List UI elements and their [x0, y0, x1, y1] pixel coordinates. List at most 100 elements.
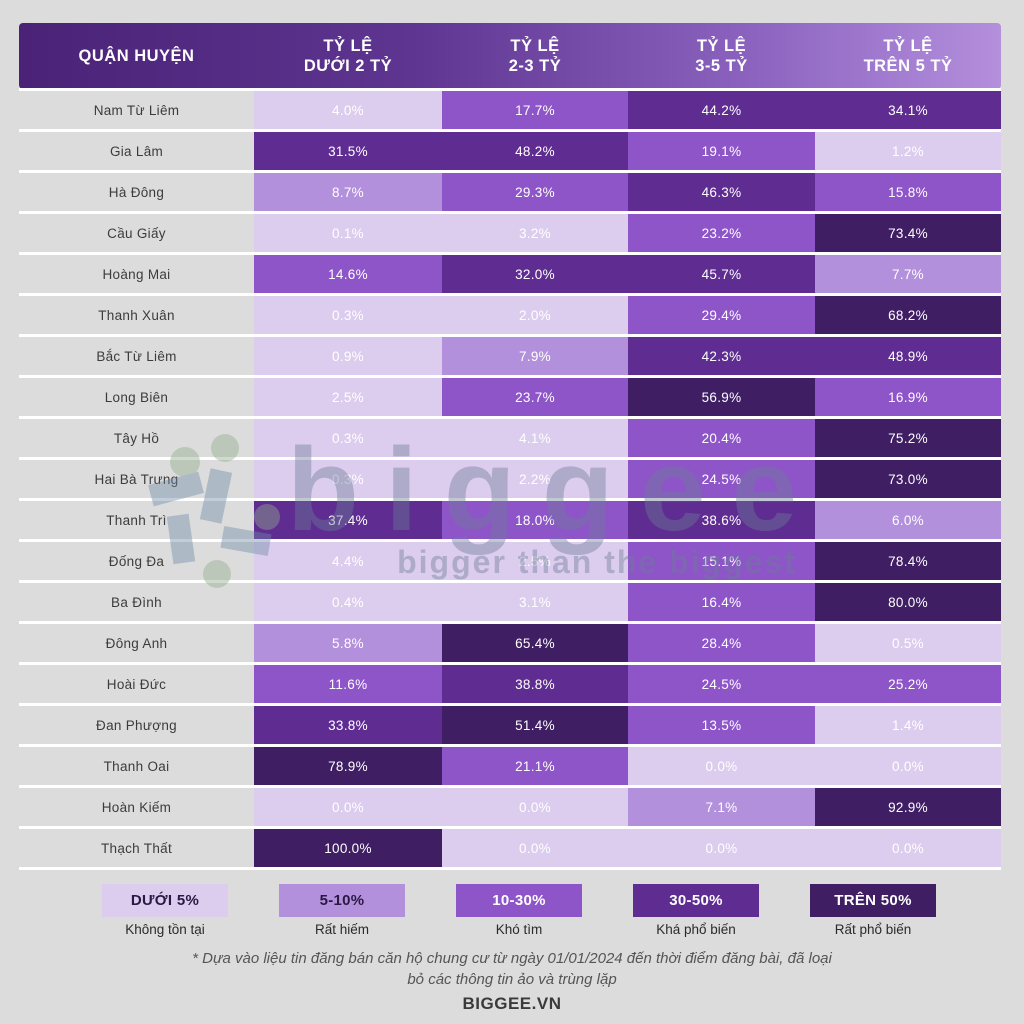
table-cell: 73.0%: [815, 460, 1001, 498]
table-cell: 4.1%: [442, 419, 628, 457]
district-name: Thanh Xuân: [19, 296, 254, 334]
row-divider: [19, 662, 1001, 665]
row-divider: [19, 375, 1001, 378]
table-cell: 44.2%: [628, 91, 815, 129]
table-cell: 68.2%: [815, 296, 1001, 334]
table-cell: 0.0%: [442, 829, 628, 867]
district-name: Hoàng Mai: [19, 255, 254, 293]
table-cell: 8.7%: [254, 173, 442, 211]
district-name: Thanh Trì: [19, 501, 254, 539]
table-cell: 2.5%: [442, 542, 628, 580]
table-cell: 6.0%: [815, 501, 1001, 539]
column-header-line: TỶ LỆ: [696, 37, 747, 55]
column-header-line: TỶ LỆ: [883, 37, 933, 55]
table-cell: 13.5%: [628, 706, 815, 744]
table-header: [19, 23, 1001, 89]
table-cell: 1.4%: [815, 706, 1001, 744]
table-cell: 29.3%: [442, 173, 628, 211]
row-divider: [19, 457, 1001, 460]
column-header-line: TRÊN 5 TỶ: [863, 57, 953, 75]
table-cell: 100.0%: [254, 829, 442, 867]
row-divider: [19, 170, 1001, 173]
table-cell: 31.5%: [254, 132, 442, 170]
table-cell: 11.6%: [254, 665, 442, 703]
row-divider: [19, 826, 1001, 829]
table-cell: 45.7%: [628, 255, 815, 293]
district-name: Đan Phượng: [19, 706, 254, 744]
table-cell: 32.0%: [442, 255, 628, 293]
table-cell: 0.0%: [815, 829, 1001, 867]
district-name: Thanh Oai: [19, 747, 254, 785]
table-cell: 0.3%: [254, 419, 442, 457]
district-name: Hoàn Kiếm: [19, 788, 254, 826]
table-cell: 37.4%: [254, 501, 442, 539]
district-name: Thạch Thất: [19, 829, 254, 867]
row-divider: [19, 334, 1001, 337]
column-header-line: 3-5 TỶ: [695, 57, 748, 75]
table-cell: 7.9%: [442, 337, 628, 375]
column-header-line: TỶ LỆ: [323, 37, 373, 55]
table-cell: 2.0%: [442, 296, 628, 334]
legend-swatch: TRÊN 50%: [810, 884, 936, 917]
table-cell: 21.1%: [442, 747, 628, 785]
row-divider: [19, 252, 1001, 255]
table-cell: 78.4%: [815, 542, 1001, 580]
table-cell: 17.7%: [442, 91, 628, 129]
row-divider: [19, 703, 1001, 706]
row-divider: [19, 785, 1001, 788]
district-name: Tây Hồ: [19, 419, 254, 457]
table-cell: 0.9%: [254, 337, 442, 375]
legend-label: Rất hiếm: [314, 922, 370, 937]
brand-url: BIGGEE.VN: [462, 994, 562, 1013]
table-cell: 7.7%: [815, 255, 1001, 293]
column-header-line: DƯỚI 2 TỶ: [303, 57, 393, 75]
column-header: TỶ LỆ 3-5 TỶ: [628, 23, 815, 89]
footnote-line: * Dựa vào liệu tin đăng bán căn hộ chung…: [192, 950, 832, 967]
row-divider: [19, 88, 1001, 91]
table-cell: 0.3%: [254, 296, 442, 334]
table-cell: 16.4%: [628, 583, 815, 621]
footnote-line: bỏ các thông tin ảo và trùng lặp: [407, 971, 617, 988]
table-cell: 33.8%: [254, 706, 442, 744]
table-cell: 2.2%: [442, 460, 628, 498]
table-cell: 0.0%: [815, 747, 1001, 785]
legend-swatch: 5-10%: [279, 884, 405, 917]
table-cell: 2.5%: [254, 378, 442, 416]
table-cell: 15.8%: [815, 173, 1001, 211]
row-divider: [19, 498, 1001, 501]
table-cell: 0.4%: [254, 583, 442, 621]
table-cell: 4.4%: [254, 542, 442, 580]
district-name: Nam Từ Liêm: [19, 91, 254, 129]
table-cell: 0.0%: [254, 788, 442, 826]
table-cell: 78.9%: [254, 747, 442, 785]
table-cell: 75.2%: [815, 419, 1001, 457]
district-name: Hoài Đức: [19, 665, 254, 703]
column-header-line: TỶ LỆ: [510, 37, 560, 55]
table-cell: 92.9%: [815, 788, 1001, 826]
table-cell: 3.2%: [442, 214, 628, 252]
row-divider: [19, 580, 1001, 583]
column-header-line: 2-3 TỶ: [508, 57, 562, 75]
table-cell: 38.8%: [442, 665, 628, 703]
district-name: Hà Đông: [19, 173, 254, 211]
table-cell: 19.1%: [628, 132, 815, 170]
table-cell: 14.6%: [254, 255, 442, 293]
table-cell: 24.5%: [628, 665, 815, 703]
table-cell: 20.4%: [628, 419, 815, 457]
table-cell: 51.4%: [442, 706, 628, 744]
column-header: TỶ LỆ 2-3 TỶ: [442, 23, 628, 89]
table-cell: 5.8%: [254, 624, 442, 662]
row-divider: [19, 293, 1001, 296]
district-name: Gia Lâm: [19, 132, 254, 170]
table-cell: 1.2%: [815, 132, 1001, 170]
table-cell: 28.4%: [628, 624, 815, 662]
table-cell: 38.6%: [628, 501, 815, 539]
legend-label: Khá phổ biến: [656, 922, 736, 937]
column-header: TỶ LỆ TRÊN 5 TỶ: [815, 23, 1001, 89]
table-cell: 0.0%: [442, 788, 628, 826]
table-cell: 48.9%: [815, 337, 1001, 375]
row-divider: [19, 867, 1001, 870]
district-name: Đông Anh: [19, 624, 254, 662]
legend-label: Khó tìm: [495, 922, 543, 937]
